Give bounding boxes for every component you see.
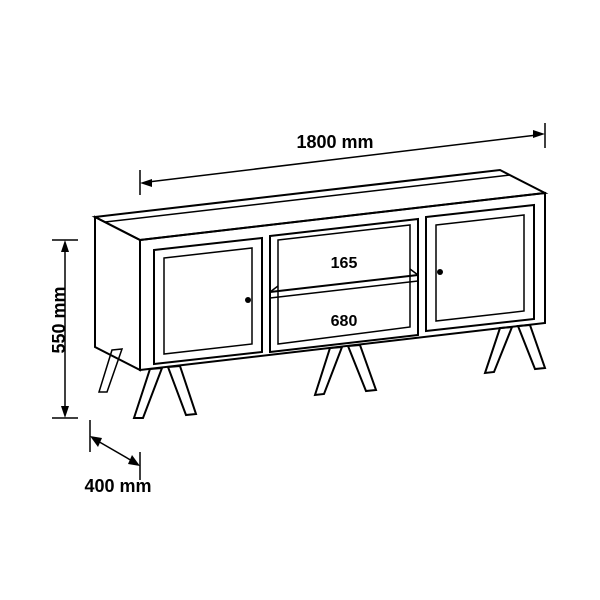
shelf-width-label: 680	[331, 313, 358, 330]
furniture-dimension-diagram: 1800 mm 550 mm 400 mm	[0, 0, 600, 600]
dimension-height: 550 mm	[49, 240, 78, 418]
dimension-width: 1800 mm	[140, 123, 545, 195]
cabinet-body	[95, 170, 545, 370]
right-door	[426, 205, 534, 331]
shelf-height-label: 165	[331, 255, 358, 272]
center-shelves: 165 680	[270, 219, 418, 352]
dimension-depth: 400 mm	[84, 420, 151, 496]
left-door	[154, 238, 262, 364]
width-label: 1800 mm	[296, 132, 373, 152]
height-label: 550 mm	[49, 286, 69, 353]
depth-label: 400 mm	[84, 476, 151, 496]
